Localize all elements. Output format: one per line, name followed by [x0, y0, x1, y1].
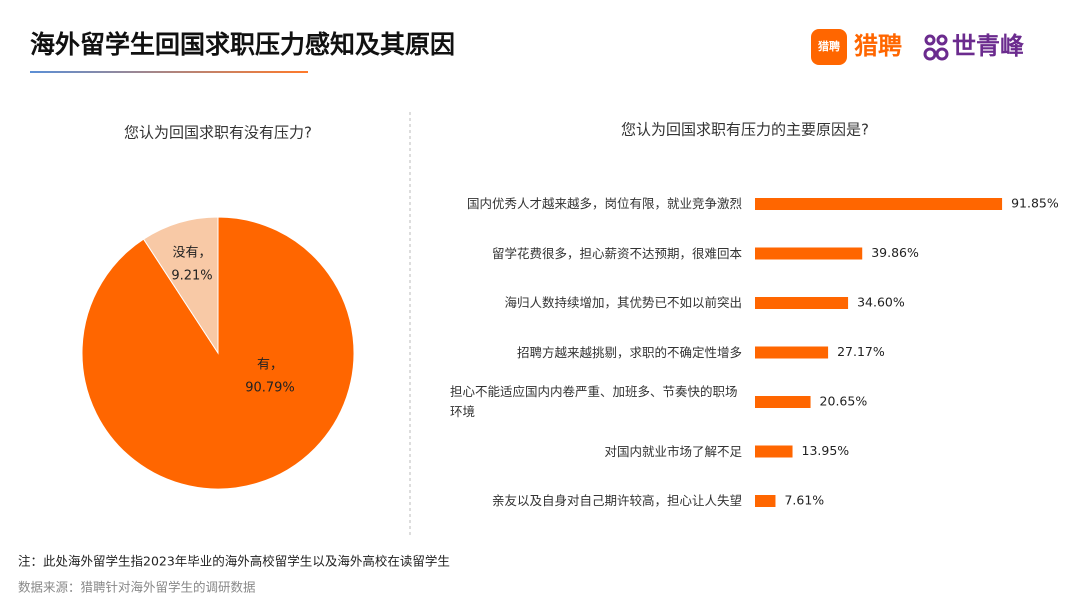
logo-text: 猎聘: [854, 32, 902, 60]
category-label: 亲友以及自身对自己期许较高，担心让人失望: [491, 493, 742, 508]
bar-value: 27.17%: [837, 344, 885, 359]
bar-value: 20.65%: [820, 394, 868, 409]
bar-value: 34.60%: [857, 295, 905, 310]
title-underline: [30, 71, 308, 73]
bar-value: 39.86%: [871, 245, 919, 260]
category-label: 海归人数持续增加，其优势已不如以前突出: [504, 295, 742, 310]
category-label: 国内优秀人才越来越多，岗位有限，就业竞争激烈: [466, 196, 742, 211]
category-label: 留学花费很多，担心薪资不达预期，很难回本: [491, 245, 742, 261]
slice-value: 9.21%: [171, 269, 212, 284]
logo-icon-text: 猎聘: [818, 39, 840, 53]
logo-mark: [923, 34, 949, 61]
bar: [755, 297, 849, 309]
slice-label: 没有，: [172, 246, 211, 261]
bar-value: 91.85%: [1011, 196, 1059, 211]
bar: [755, 445, 793, 458]
logo-text: 世青峰: [952, 32, 1024, 60]
pie-title: 您认为回国求职有没有压力?: [124, 124, 312, 142]
slice-value: 90.79%: [245, 381, 295, 396]
category-label: 担心不能适应国内内卷严重、加班多、节奏快的职场环境: [450, 384, 738, 419]
bar: [755, 198, 1003, 210]
bar: [755, 247, 863, 260]
bar-value: 7.61%: [784, 493, 824, 508]
category-label: 招聘方越来越挑剔，求职的不确定性增多: [516, 344, 742, 360]
bar-value: 13.95%: [802, 443, 850, 458]
source: 数据来源：猎聘针对海外留学生的调研数据: [18, 580, 256, 595]
slice-label: 有，: [257, 358, 283, 373]
bar: [755, 396, 811, 408]
bar: [755, 495, 776, 507]
footnote: 注：此处海外留学生指2023年毕业的海外高校留学生以及海外高校在读留学生: [18, 554, 450, 569]
bar-title: 您认为回国求职有压力的主要原因是?: [621, 121, 869, 139]
bar: [755, 346, 829, 359]
category-label: 对国内就业市场了解不足: [604, 443, 742, 459]
logo-icon: [811, 29, 847, 65]
pie-slice: [142, 216, 219, 355]
page-title: 海外留学生回国求职压力感知及其原因: [30, 30, 455, 59]
